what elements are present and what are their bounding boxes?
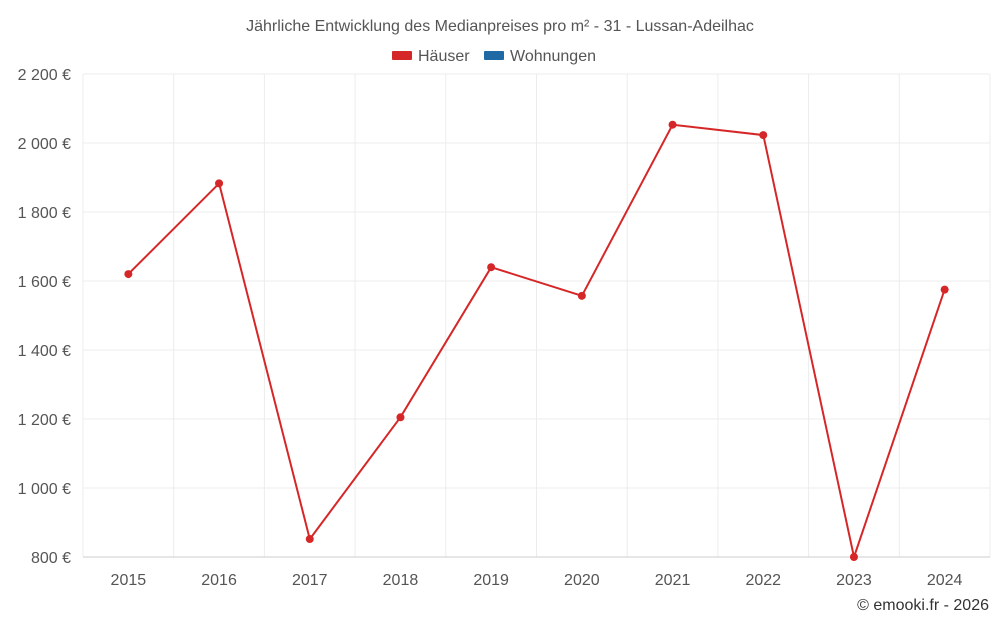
- data-point-haeuser[interactable]: [849, 553, 858, 561]
- legend-swatch-haeuser: [392, 51, 412, 60]
- x-tick-label: 2017: [292, 572, 328, 589]
- data-point-haeuser[interactable]: [124, 270, 133, 279]
- data-point-haeuser[interactable]: [577, 291, 586, 300]
- x-tick-label: 2018: [383, 572, 419, 589]
- y-tick-label: 2 200 €: [18, 67, 71, 84]
- data-point-haeuser[interactable]: [668, 120, 677, 129]
- data-point-haeuser[interactable]: [940, 285, 949, 294]
- x-tick-label: 2023: [836, 572, 872, 589]
- y-tick-label: 1 600 €: [18, 274, 71, 291]
- legend-swatch-wohnungen: [484, 51, 504, 60]
- x-tick-label: 2024: [927, 572, 963, 589]
- data-point-haeuser[interactable]: [305, 535, 314, 544]
- data-point-haeuser[interactable]: [215, 179, 224, 188]
- legend: Häuser Wohnungen: [392, 48, 596, 65]
- y-tick-label: 800 €: [31, 550, 71, 567]
- x-tick-label: 2022: [745, 572, 781, 589]
- chart-title: Jährliche Entwicklung des Medianpreises …: [246, 18, 754, 35]
- series-haeuser: [124, 120, 949, 561]
- y-tick-label: 1 800 €: [18, 205, 71, 222]
- y-axis-ticks: 800 € 1 000 € 1 200 € 1 400 € 1 600 € 1 800 €…: [18, 67, 71, 567]
- data-point-haeuser[interactable]: [396, 413, 405, 422]
- data-point-haeuser[interactable]: [487, 263, 496, 272]
- y-tick-label: 1 000 €: [18, 481, 71, 498]
- x-axis-ticks: 2015 2016 2017 2018 2019 2020 2021 2022 2023 2024: [111, 572, 963, 589]
- series-line-haeuser: [127, 123, 946, 558]
- data-point-haeuser[interactable]: [759, 131, 768, 140]
- legend-label-wohnungen: Wohnungen: [510, 48, 596, 65]
- credit-text: © emooki.fr - 2026: [857, 597, 989, 614]
- x-tick-label: 2021: [655, 572, 691, 589]
- x-tick-label: 2015: [111, 572, 147, 589]
- y-tick-label: 1 400 €: [18, 343, 71, 360]
- y-tick-label: 2 000 €: [18, 136, 71, 153]
- legend-item-haeuser[interactable]: Häuser: [392, 48, 470, 65]
- grid: [82, 73, 991, 558]
- x-tick-label: 2020: [564, 572, 600, 589]
- x-tick-label: 2016: [201, 572, 237, 589]
- legend-item-wohnungen[interactable]: Wohnungen: [484, 48, 596, 65]
- y-tick-label: 1 200 €: [18, 412, 71, 429]
- x-tick-label: 2019: [473, 572, 509, 589]
- legend-label-haeuser: Häuser: [418, 48, 470, 65]
